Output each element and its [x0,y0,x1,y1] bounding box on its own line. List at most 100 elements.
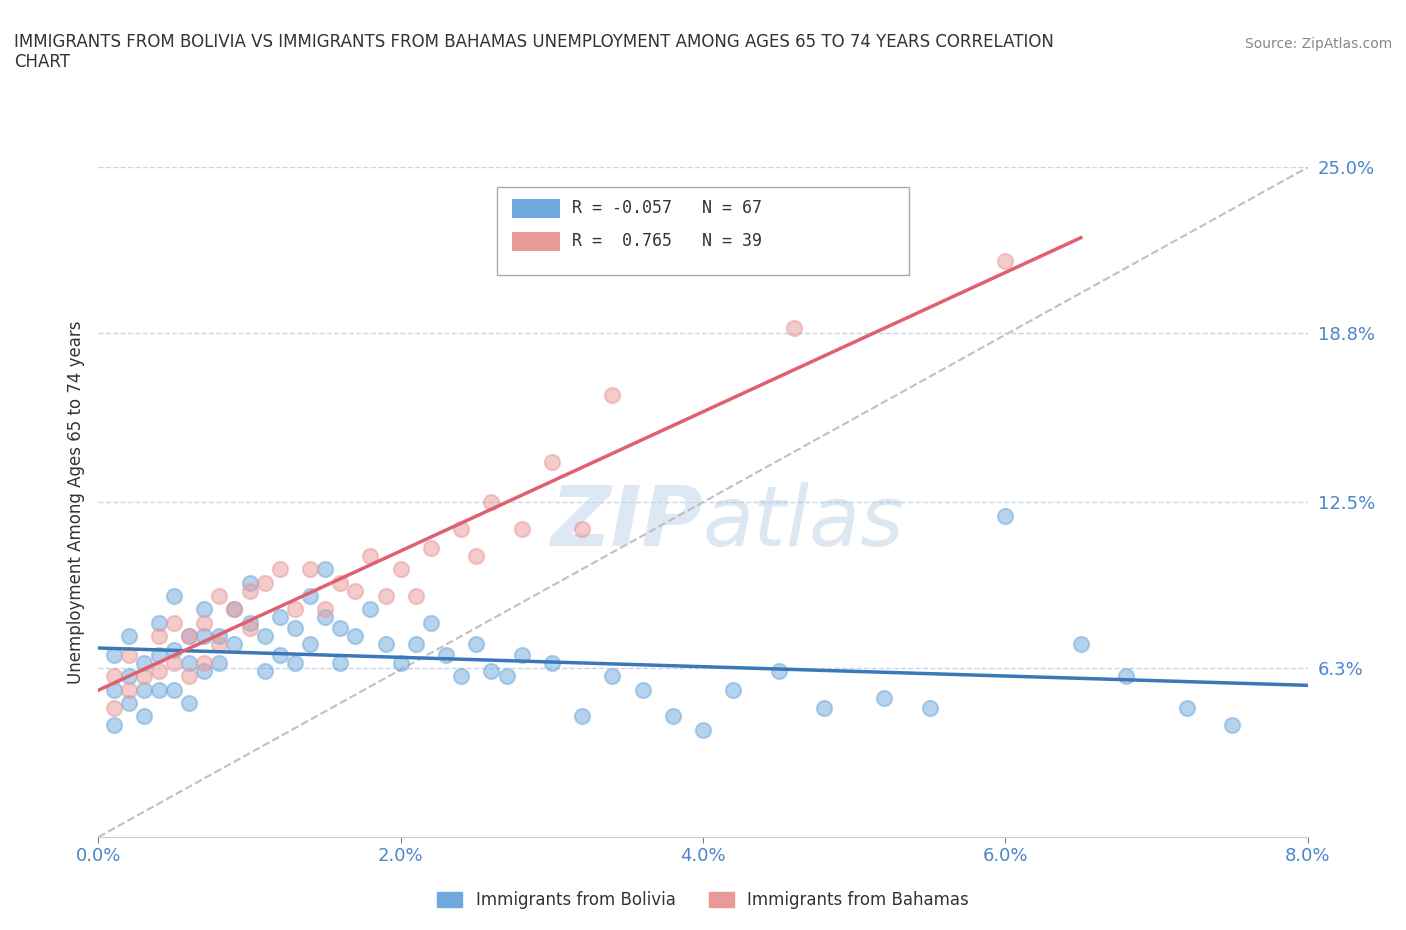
Text: atlas: atlas [703,482,904,563]
Point [103,701,125,716]
Point [405,637,427,652]
Point [1115,669,1137,684]
Point [540,455,562,470]
Point [1070,637,1092,652]
Point [994,254,1017,269]
Point [179,669,201,684]
Text: R =  0.765   N = 39: R = 0.765 N = 39 [572,232,762,250]
Point [299,589,322,604]
Point [479,663,503,678]
Point [479,495,503,510]
Point [118,683,141,698]
Point [208,637,231,652]
Point [329,620,352,635]
Point [768,663,790,678]
Point [434,647,457,662]
Point [118,669,141,684]
Point [208,629,231,644]
Point [239,575,262,590]
Point [103,669,125,684]
Point [148,647,170,662]
Text: IMMIGRANTS FROM BOLIVIA VS IMMIGRANTS FROM BAHAMAS UNEMPLOYMENT AMONG AGES 65 TO: IMMIGRANTS FROM BOLIVIA VS IMMIGRANTS FR… [14,33,1054,72]
Point [631,683,654,698]
Point [510,647,533,662]
Point [118,696,141,711]
Point [118,647,141,662]
Point [723,683,745,698]
Point [163,589,186,604]
Point [239,620,262,635]
Point [359,602,381,617]
Point [374,589,396,604]
Point [284,656,307,671]
Point [269,610,291,625]
Point [571,709,593,724]
Point [450,522,472,537]
Point [602,388,624,403]
Point [314,610,336,625]
Point [661,709,683,724]
Point [602,669,624,684]
Point [148,663,170,678]
Text: R = -0.057   N = 67: R = -0.057 N = 67 [572,199,762,217]
Point [405,589,427,604]
Point [359,549,381,564]
Point [253,629,276,644]
Point [389,656,412,671]
Point [193,656,215,671]
Point [163,616,186,631]
Point [148,629,170,644]
Text: Source: ZipAtlas.com: Source: ZipAtlas.com [1244,37,1392,51]
Point [571,522,593,537]
Point [329,656,352,671]
Point [132,683,155,698]
Point [495,669,517,684]
Point [540,656,562,671]
Point [692,723,714,737]
Point [419,616,441,631]
Point [179,696,201,711]
Point [419,540,441,555]
Point [224,602,246,617]
Point [148,683,170,698]
Point [179,629,201,644]
Point [314,602,336,617]
Point [179,656,201,671]
Point [344,629,367,644]
Point [510,522,533,537]
Y-axis label: Unemployment Among Ages 65 to 74 years: Unemployment Among Ages 65 to 74 years [66,321,84,684]
Point [813,701,835,716]
Point [132,656,155,671]
Point [118,629,141,644]
FancyBboxPatch shape [512,232,561,251]
Point [465,549,488,564]
Point [389,562,412,577]
Point [132,669,155,684]
Point [103,717,125,732]
Point [269,562,291,577]
Point [269,647,291,662]
Point [208,656,231,671]
Point [193,616,215,631]
Point [103,683,125,698]
Point [224,602,246,617]
Point [148,616,170,631]
Legend: Immigrants from Bolivia, Immigrants from Bahamas: Immigrants from Bolivia, Immigrants from… [430,884,976,916]
Point [918,701,941,716]
Point [208,589,231,604]
Point [132,709,155,724]
Point [465,637,488,652]
Point [163,683,186,698]
Point [314,562,336,577]
Point [1220,717,1243,732]
Point [193,663,215,678]
Point [179,629,201,644]
Point [224,637,246,652]
Point [193,629,215,644]
Point [253,663,276,678]
Point [299,562,322,577]
Point [163,642,186,657]
Point [1175,701,1198,716]
Point [253,575,276,590]
Point [284,602,307,617]
